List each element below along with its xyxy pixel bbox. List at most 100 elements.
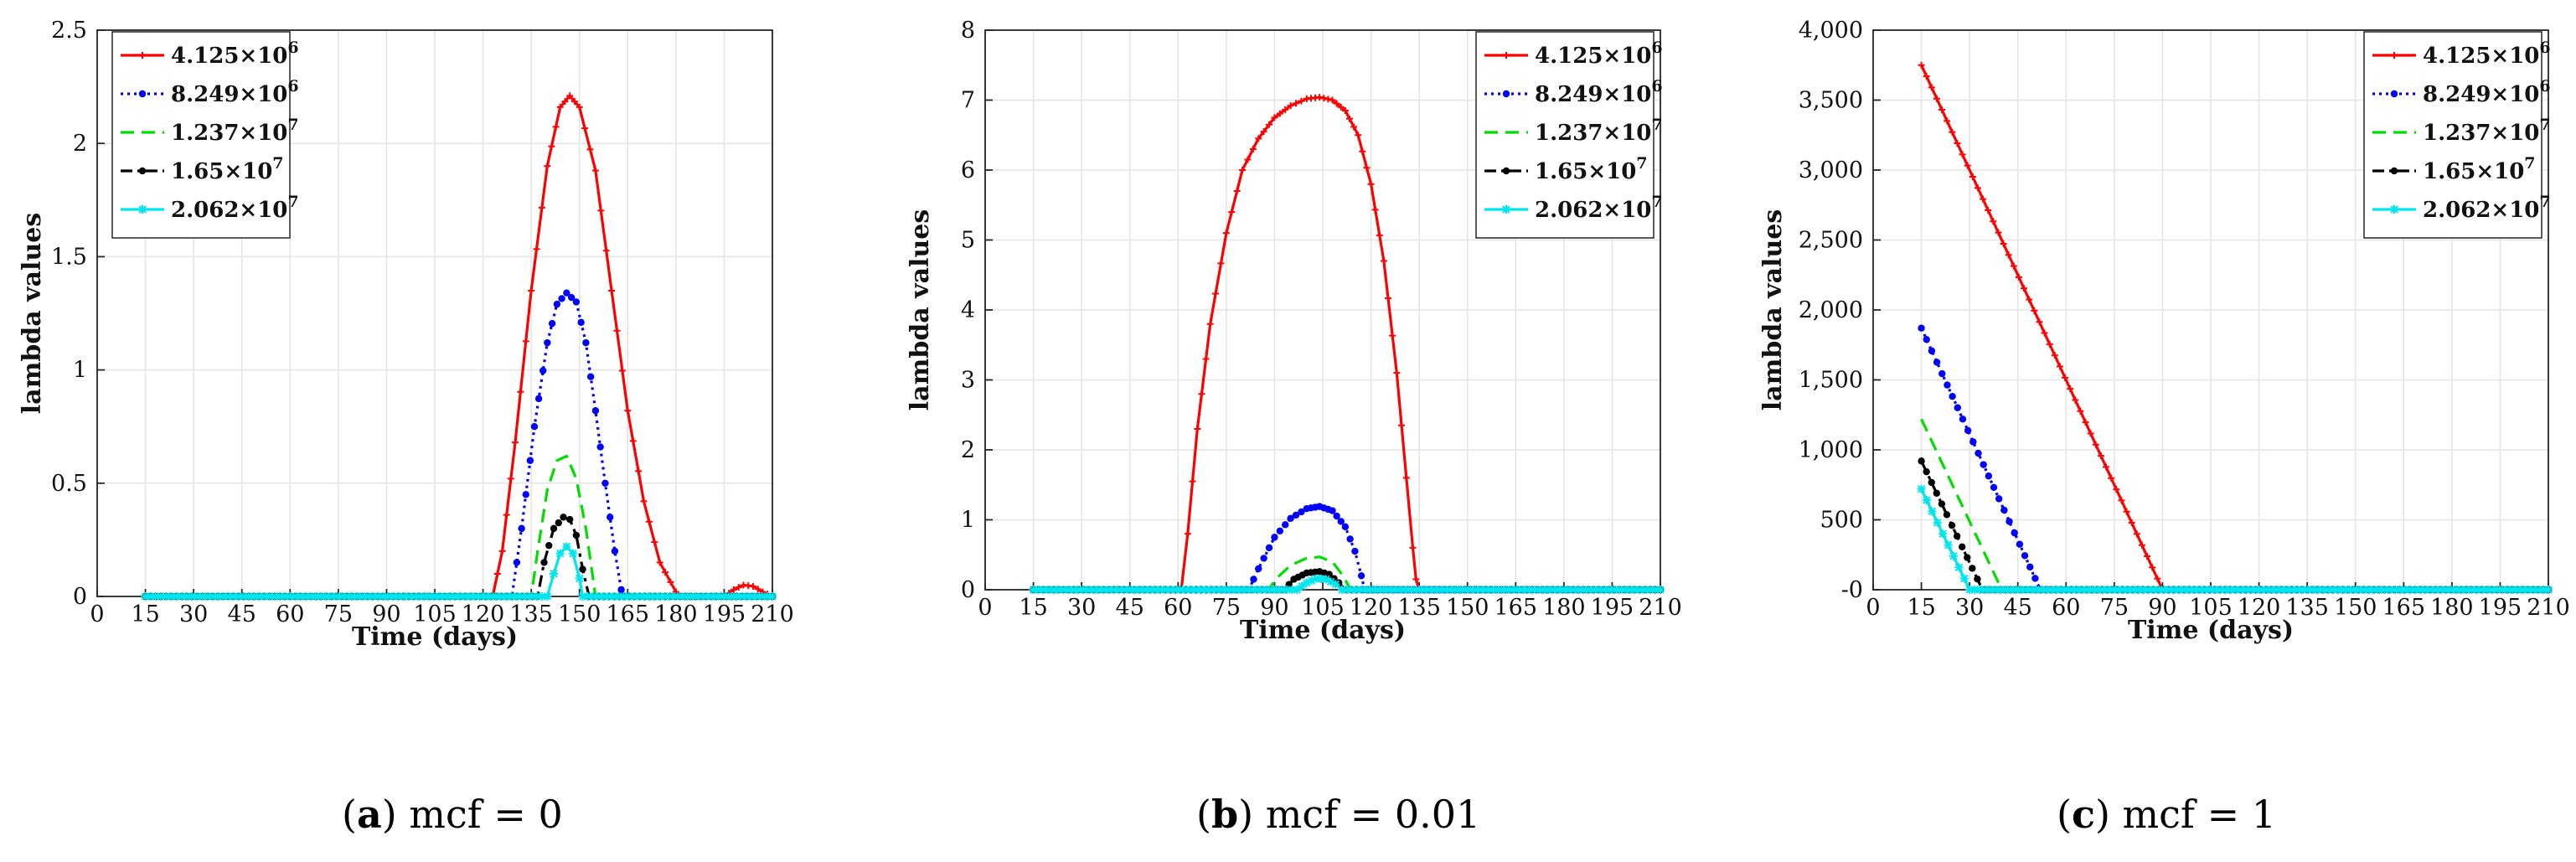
series-line bbox=[1033, 555, 1660, 591]
x-tick-label: 135 bbox=[2285, 595, 2329, 621]
data-point bbox=[1320, 95, 1328, 102]
data-point bbox=[1337, 103, 1345, 111]
data-point bbox=[2421, 586, 2430, 594]
data-point bbox=[1398, 421, 1406, 429]
data-point bbox=[730, 586, 737, 593]
data-point bbox=[1944, 117, 1951, 125]
data-point bbox=[2216, 586, 2225, 594]
data-point bbox=[1538, 586, 1547, 594]
data-point bbox=[629, 437, 637, 445]
data-point bbox=[1316, 94, 1324, 101]
data-point bbox=[1069, 586, 1078, 594]
data-point bbox=[1974, 184, 1981, 192]
data-point bbox=[1553, 586, 1562, 594]
data-point bbox=[2288, 586, 2297, 594]
data-point bbox=[619, 592, 628, 601]
data-point bbox=[445, 592, 454, 601]
data-point bbox=[213, 592, 222, 601]
data-point bbox=[2318, 586, 2327, 594]
data-point bbox=[389, 592, 398, 601]
data-point bbox=[1944, 540, 1953, 550]
data-point bbox=[548, 142, 555, 150]
data-point bbox=[1346, 535, 1354, 543]
data-point bbox=[1288, 586, 1297, 594]
data-point bbox=[588, 592, 597, 601]
data-point bbox=[440, 592, 449, 601]
data-point bbox=[1917, 484, 1926, 493]
data-point bbox=[2119, 586, 2128, 594]
x-tick-label: 45 bbox=[1116, 595, 1144, 621]
data-point bbox=[1970, 586, 1980, 594]
data-point bbox=[2140, 586, 2149, 594]
data-point bbox=[1948, 521, 1956, 529]
data-point bbox=[2072, 396, 2079, 404]
data-point bbox=[1558, 586, 1567, 594]
data-point bbox=[2165, 586, 2174, 594]
data-point bbox=[624, 407, 632, 415]
data-point bbox=[2370, 586, 2379, 594]
data-point bbox=[2088, 586, 2097, 594]
data-point bbox=[752, 592, 761, 601]
data-point bbox=[1954, 140, 1961, 147]
data-point bbox=[1292, 511, 1300, 519]
data-point bbox=[1271, 114, 1278, 121]
data-point bbox=[1262, 586, 1271, 594]
data-point bbox=[2036, 318, 2043, 326]
data-point bbox=[544, 163, 551, 170]
data-point bbox=[1321, 575, 1330, 584]
data-point bbox=[1450, 586, 1459, 594]
data-point bbox=[2267, 586, 2276, 594]
data-point bbox=[1252, 586, 1261, 594]
data-point bbox=[518, 524, 525, 533]
data-point bbox=[1584, 586, 1593, 594]
data-point bbox=[1134, 586, 1143, 594]
data-point bbox=[581, 125, 589, 132]
data-point bbox=[1486, 586, 1495, 594]
data-point bbox=[1064, 586, 1073, 594]
data-point bbox=[1044, 586, 1053, 594]
data-point bbox=[182, 592, 191, 601]
y-tick-label: 500 bbox=[1820, 508, 1863, 534]
data-point bbox=[1420, 586, 1429, 594]
data-point bbox=[1974, 575, 1981, 583]
x-tick-label: 60 bbox=[2052, 595, 2080, 621]
data-point bbox=[1345, 115, 1353, 122]
data-point bbox=[618, 367, 626, 374]
data-point bbox=[1918, 324, 1925, 332]
data-point bbox=[1954, 563, 1964, 572]
data-point bbox=[2109, 586, 2118, 594]
legend-marker bbox=[139, 52, 146, 59]
y-tick-label: 4 bbox=[961, 297, 975, 323]
data-point bbox=[1964, 162, 1971, 169]
data-point bbox=[2062, 586, 2072, 594]
data-point bbox=[2103, 463, 2110, 471]
data-point bbox=[1129, 586, 1138, 594]
data-point bbox=[2477, 586, 2486, 594]
data-point bbox=[591, 407, 600, 415]
data-point bbox=[526, 457, 534, 464]
x-tick-label: 90 bbox=[2148, 595, 2176, 621]
data-point bbox=[1949, 128, 1956, 136]
y-tick-label: 0.5 bbox=[51, 471, 87, 497]
data-point bbox=[1985, 206, 1992, 214]
data-point bbox=[1226, 586, 1236, 594]
data-point bbox=[1933, 518, 1942, 527]
y-tick-label: 1 bbox=[961, 508, 975, 534]
data-point bbox=[1933, 489, 1941, 497]
data-point bbox=[1954, 404, 1961, 411]
y-tick-label: 3,500 bbox=[1799, 88, 1863, 114]
data-point bbox=[378, 592, 387, 601]
data-point bbox=[749, 582, 756, 590]
data-point bbox=[2016, 540, 2024, 548]
data-point bbox=[1990, 218, 1997, 225]
data-point bbox=[2247, 586, 2256, 594]
data-point bbox=[768, 592, 777, 601]
data-point bbox=[2078, 586, 2087, 594]
data-point bbox=[563, 289, 570, 297]
x-axis-label: Time (days) bbox=[352, 622, 518, 652]
data-point bbox=[716, 592, 725, 601]
data-point bbox=[2462, 586, 2471, 594]
data-point bbox=[198, 592, 207, 601]
data-point bbox=[1943, 511, 1951, 519]
data-point bbox=[1298, 508, 1305, 516]
